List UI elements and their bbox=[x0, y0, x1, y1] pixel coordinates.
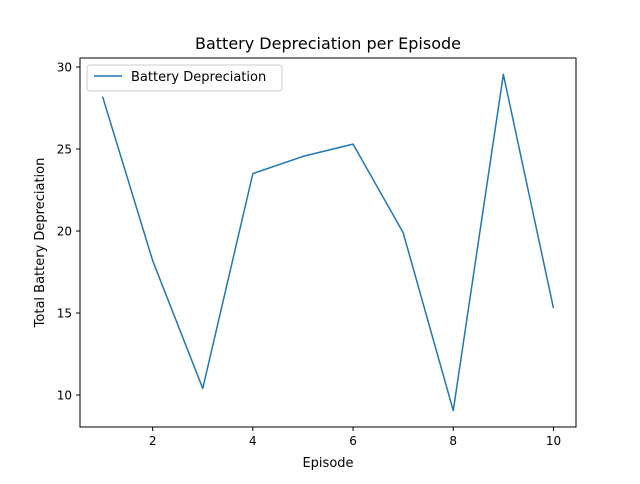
legend: Battery Depreciation bbox=[87, 65, 282, 91]
y-tick-label: 25 bbox=[57, 143, 72, 157]
x-tick-label: 6 bbox=[349, 434, 357, 448]
chart-title: Battery Depreciation per Episode bbox=[195, 34, 461, 53]
y-axis-label: Total Battery Depreciation bbox=[33, 158, 48, 329]
x-tick-label: 8 bbox=[449, 434, 457, 448]
x-tick-label: 4 bbox=[249, 434, 257, 448]
x-axis-label: Episode bbox=[302, 456, 353, 471]
y-tick-label: 30 bbox=[57, 61, 72, 75]
y-tick-label: 15 bbox=[57, 307, 72, 321]
y-tick-label: 10 bbox=[57, 389, 72, 403]
legend-label: Battery Depreciation bbox=[131, 70, 266, 85]
x-tick-label: 2 bbox=[149, 434, 157, 448]
x-tick-label: 10 bbox=[546, 434, 561, 448]
y-tick-label: 20 bbox=[57, 225, 72, 239]
